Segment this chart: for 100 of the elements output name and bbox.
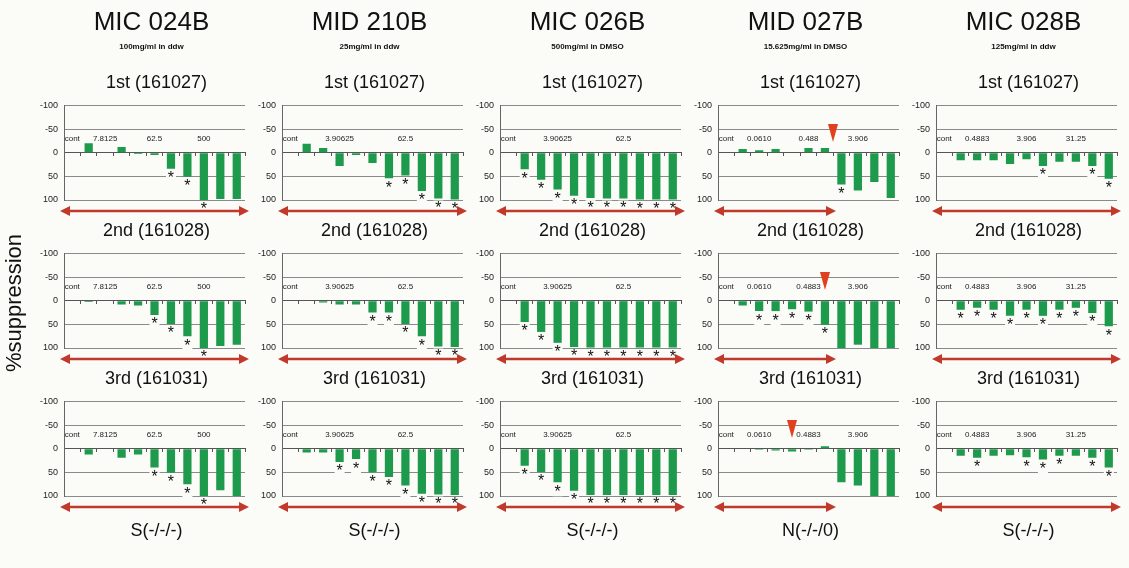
bar xyxy=(351,449,361,460)
y-tick-label: -100 xyxy=(694,247,713,258)
x-tick-label: 3.90625 xyxy=(543,429,573,439)
bar xyxy=(417,449,426,494)
y-tick-label: 0 xyxy=(707,443,713,454)
data-label: * xyxy=(821,325,829,343)
data-label: * xyxy=(402,486,409,503)
data-label: * xyxy=(369,472,376,490)
bar xyxy=(1005,153,1015,165)
x-tick-label: 0.0610 xyxy=(746,429,772,439)
data-label: * xyxy=(587,495,594,513)
bar xyxy=(520,301,529,322)
chart-title: 3rd (161031) xyxy=(539,368,646,389)
y-tick-label: -100 xyxy=(912,99,931,110)
y-axis-title: %suppression xyxy=(1,232,27,375)
y-tick-label: 0 xyxy=(53,147,59,158)
x-tick-label: 0.0610 xyxy=(746,281,772,291)
bar xyxy=(956,153,965,161)
data-label: * xyxy=(1006,316,1014,334)
x-tick-label: 0.0610 xyxy=(746,133,772,143)
y-tick-label: 100 xyxy=(914,490,931,501)
x-tick-label: 62.5 xyxy=(397,133,414,143)
x-tick-label: 3.906 xyxy=(1016,429,1038,439)
x-tick-label: cont xyxy=(282,281,299,291)
bar xyxy=(434,449,443,495)
y-tick-label: 0 xyxy=(271,147,277,158)
x-tick-label: cont xyxy=(282,133,299,143)
y-tick-label: -100 xyxy=(40,99,59,110)
y-tick-label: 0 xyxy=(925,443,931,454)
data-label: * xyxy=(570,491,578,509)
x-tick-label: 3.906 xyxy=(1016,281,1038,291)
data-label: * xyxy=(385,312,393,330)
text: 15.625mg/ml in DMSO xyxy=(762,42,849,51)
data-label: * xyxy=(636,199,643,217)
x-tick-label: 62.5 xyxy=(146,281,163,291)
y-tick-label: -100 xyxy=(912,395,931,406)
y-tick-label: 100 xyxy=(260,194,277,205)
data-label: * xyxy=(538,180,545,198)
data-label: * xyxy=(418,494,425,512)
bar xyxy=(973,153,982,161)
y-tick-label: -100 xyxy=(476,247,495,258)
chart-title: 3rd (161031) xyxy=(757,368,864,389)
x-tick-label: 3.906 xyxy=(847,281,869,291)
data-label: * xyxy=(957,310,964,328)
text: 125mg/ml in ddw xyxy=(990,42,1057,51)
y-tick-label: 100 xyxy=(914,194,931,205)
data-label: * xyxy=(974,308,981,326)
data-label: * xyxy=(385,178,393,196)
y-tick-label: 0 xyxy=(489,295,495,306)
data-label: * xyxy=(451,347,458,365)
y-tick-label: -50 xyxy=(917,271,931,282)
data-label: * xyxy=(167,473,175,491)
bar xyxy=(870,153,879,183)
data-label: * xyxy=(167,324,175,342)
data-label: * xyxy=(636,495,643,513)
data-label: * xyxy=(788,309,796,327)
y-tick-label: 0 xyxy=(271,295,277,306)
bar xyxy=(804,147,813,153)
y-tick-label: -50 xyxy=(699,123,713,134)
data-label: * xyxy=(1089,166,1096,184)
y-tick-label: 100 xyxy=(478,194,495,205)
y-tick-label: -100 xyxy=(258,99,277,110)
data-label: * xyxy=(603,347,611,365)
bar xyxy=(619,153,628,199)
bar xyxy=(368,153,377,164)
bar xyxy=(771,148,780,153)
data-label: * xyxy=(451,199,458,217)
chart-title: 1st (161027) xyxy=(976,72,1081,93)
bar xyxy=(1071,153,1080,162)
text: MID 210B xyxy=(310,6,429,37)
y-tick-label: -50 xyxy=(699,271,713,282)
bar xyxy=(520,153,529,170)
bar xyxy=(117,147,126,153)
x-tick-label: 7.8125 xyxy=(92,133,118,143)
data-label: * xyxy=(435,198,442,216)
data-label: * xyxy=(653,199,660,217)
data-label: * xyxy=(1023,310,1030,328)
data-label: * xyxy=(184,177,191,195)
bar xyxy=(956,449,965,456)
data-label: * xyxy=(603,198,611,216)
y-tick-label: -50 xyxy=(917,419,931,430)
x-tick-label: 3.90625 xyxy=(543,281,573,291)
x-tick-label: 3.906 xyxy=(847,133,869,143)
data-label: * xyxy=(1089,313,1096,331)
y-tick-label: 0 xyxy=(489,147,495,158)
chart-title: 2nd (161028) xyxy=(537,220,648,241)
y-tick-label: 50 xyxy=(48,318,59,329)
y-tick-label: 50 xyxy=(920,318,931,329)
data-label: * xyxy=(756,311,763,329)
y-tick-label: 0 xyxy=(271,443,277,454)
bar xyxy=(1038,301,1048,316)
data-label: * xyxy=(974,458,981,476)
bar xyxy=(434,153,443,199)
y-tick-label: 50 xyxy=(48,170,59,181)
bar xyxy=(216,449,225,491)
data-label: * xyxy=(521,322,528,340)
y-tick-label: 50 xyxy=(484,466,495,477)
x-tick-label: 62.5 xyxy=(615,133,632,143)
bar xyxy=(117,301,126,305)
bar xyxy=(232,449,241,496)
